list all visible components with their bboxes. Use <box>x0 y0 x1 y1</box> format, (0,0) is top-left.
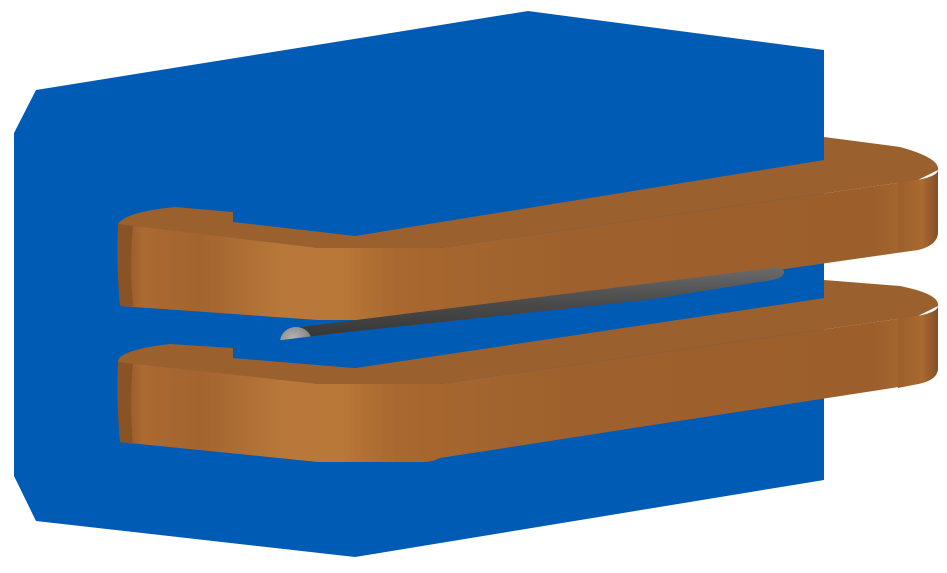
lower-coil-front-face <box>118 306 938 463</box>
upper-coil-top-face <box>118 137 939 248</box>
upper-coil-front-face <box>118 170 938 321</box>
lower-coil-right-end <box>898 306 938 388</box>
lower-coil <box>117 280 939 463</box>
lower-coil-top-face <box>118 280 939 384</box>
lower-coil-slot <box>234 283 824 368</box>
upper-coil-left-end <box>117 224 133 306</box>
lower-coil-left-end <box>117 362 133 444</box>
upper-coil <box>117 137 939 321</box>
upper-coil-right-end <box>898 170 938 252</box>
